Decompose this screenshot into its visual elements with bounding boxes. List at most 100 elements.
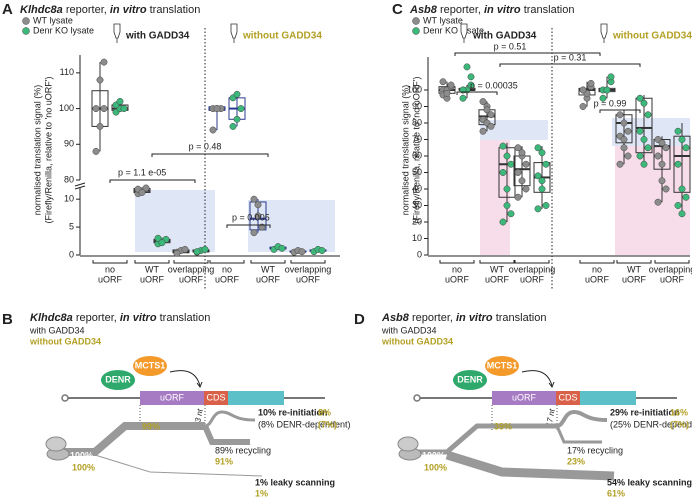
category-bracket [579,260,615,264]
pathway-label: 16% [670,407,688,417]
panel-title: Asb8 reporter, in vitro translation [381,312,546,324]
p-value-bracket [109,179,196,183]
cds-box [556,391,580,405]
ribbon-scanning [62,422,205,456]
x-tick-label: uORF [585,274,610,284]
axis-break [74,182,86,190]
element-label: uORF [160,392,185,402]
p-value: p = 0.31 [554,52,587,62]
p-value: p = 0.005 [232,212,270,222]
data-point [534,205,542,213]
pathway-label: (8% DENR-dependent) [258,419,351,429]
element-label: uORF [512,392,537,402]
data-point [538,185,546,193]
y-tick-label: 80 [64,174,74,184]
spacing-label: 17 nt [545,408,557,428]
data-point [640,136,648,143]
x-tick-label: uORF [445,274,470,284]
pathway-label: 8% [318,407,331,417]
data-point [514,144,522,152]
p-value: p = 1.1 e-05 [118,167,166,177]
p-value-bracket [151,153,269,157]
y-tick-label: 10 [64,194,74,204]
y-label-line: normalised translation signal (%) [400,85,410,216]
x-tick-label: uORF [98,274,123,284]
data-point [674,127,682,135]
data-point [534,144,542,152]
category-bracket [134,260,170,264]
data-point [599,94,607,102]
cds-box [204,391,228,405]
data-point [487,122,495,130]
data-point [96,76,104,84]
y-tick-label: 100 [59,103,74,113]
data-point [542,160,550,168]
pathway-label: 100% [424,462,447,472]
data-point [100,58,108,66]
data-point [678,136,686,143]
title-part: translation [521,4,575,16]
category-bracket [616,260,652,264]
ribbon-leaky [445,450,615,481]
y-tick-label: 20 [412,216,422,226]
data-point [138,189,146,196]
pathway-label: 100% [72,462,95,472]
data-point [154,234,162,242]
y-tick-label: 40 [412,183,422,193]
x-tick-label: WT [627,264,641,274]
data-point [538,177,546,185]
data-point [518,149,526,157]
data-point [116,97,124,105]
y-tick-label: 50 [412,167,422,177]
pathway-label: 100% [422,450,445,460]
x-tick-label: no [592,264,602,274]
data-point [616,111,624,119]
x-tick-label: no [105,264,115,274]
factor-label: DENR [457,374,483,384]
data-point [603,86,611,94]
data-point [254,201,262,209]
data-point [636,152,644,160]
data-point [100,105,108,113]
data-point [636,127,644,135]
data-point [233,115,241,123]
panel-label: C [392,1,403,18]
data-point [201,245,209,253]
condition-label: with GADD34 [125,31,190,42]
data-point [233,90,241,98]
data-point [503,202,511,209]
y-tick-label: 60 [412,150,422,160]
title-part: translation [147,4,201,16]
panel-title: Asb8 reporter, in vitro translation [409,4,574,16]
data-point [678,210,686,218]
data-point [250,195,258,203]
x-tick-label: WT [145,264,159,274]
title-part: reporter, [409,312,456,324]
element-label: CDS [558,392,577,402]
ribosome-large [45,436,67,452]
p-value: p = 0.99 [594,98,627,108]
pathway-label: 23% [567,456,585,466]
data-point [658,177,666,185]
data-point [298,248,306,256]
data-point [503,152,511,160]
panel-title: Klhdc8a reporter, in vitro translation [20,4,200,16]
data-point [254,212,262,220]
y-label-line: (Firefly/Renilla, relative to 'no uORF') [411,77,421,224]
pathway-label: 17% recycling [567,445,623,455]
x-tick-label: WT [490,264,504,274]
data-point [644,144,652,152]
title-part: in vitro [120,312,157,324]
data-point [674,160,682,168]
data-point [522,185,530,193]
condition-label: without GADD34 [242,31,322,42]
panel-label: B [2,311,13,328]
data-point [507,210,515,218]
data-point [459,94,467,102]
x-tick-label: uORF [215,274,240,284]
p-value-bracket [599,109,641,113]
data-point [662,144,670,152]
data-point [463,63,471,71]
data-point [654,152,662,160]
factor-label: MCTS1 [135,360,166,370]
